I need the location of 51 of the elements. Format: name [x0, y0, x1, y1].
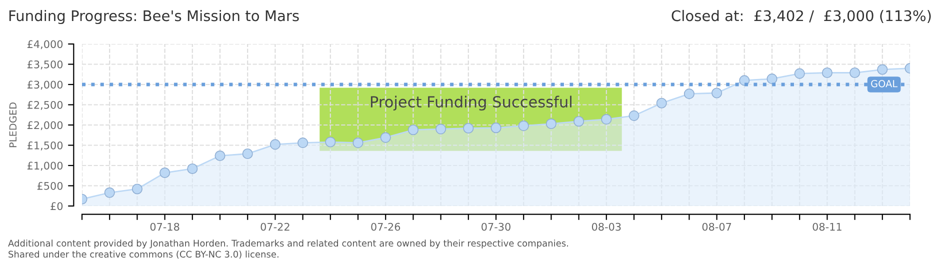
point — [628, 110, 640, 121]
point — [712, 88, 722, 98]
y-tick-label: £2,500 — [27, 100, 63, 110]
y-tick-label: £3,000 — [27, 80, 63, 90]
chart-title: Funding Progress: Bee's Mission to Mars — [9, 10, 299, 24]
point — [408, 124, 418, 136]
chart-subtitle: Closed at: £3,402 / £3,000 (113%) — [672, 10, 931, 23]
point — [850, 67, 860, 78]
x-tick-label: 08-03 — [592, 222, 621, 231]
x-tick-label: 08-11 — [812, 222, 842, 231]
x-tick-label: 08-07 — [702, 222, 732, 231]
point — [574, 116, 584, 127]
x-tick-label: 07-18 — [150, 222, 180, 231]
y-tick-label: £4,000 — [27, 40, 63, 50]
y-axis-title: PLEDGED — [9, 102, 17, 148]
y-tick-label: £1,500 — [27, 141, 63, 150]
y-tick-label: £500 — [37, 182, 63, 190]
point — [794, 68, 805, 79]
point — [214, 150, 226, 162]
point — [656, 98, 667, 108]
y-tick-label: £1,000 — [27, 162, 63, 171]
point — [325, 136, 336, 148]
point — [187, 163, 198, 174]
point — [104, 187, 115, 198]
y-tick-label: £0 — [50, 202, 63, 210]
point — [822, 67, 832, 78]
point — [270, 139, 280, 150]
point — [352, 138, 364, 148]
point — [766, 74, 778, 84]
x-tick-label: 07-30 — [482, 222, 510, 231]
x-tick-label: 07-22 — [260, 222, 290, 231]
point — [546, 118, 556, 130]
point — [132, 184, 142, 194]
y-tick-label: £2,000 — [27, 121, 63, 130]
ref-line-label: GOAL — [871, 80, 898, 88]
y-tick-label: £3,500 — [27, 60, 63, 70]
point — [739, 75, 750, 86]
point — [298, 138, 308, 148]
point — [242, 148, 253, 160]
x-tick-label: 07-26 — [371, 222, 400, 231]
point — [463, 122, 474, 134]
point — [436, 124, 446, 134]
point — [518, 120, 529, 132]
point — [601, 114, 612, 125]
point — [490, 122, 502, 134]
text: Shared under the creative commons (CC BY-NC 3.0) license. — [8, 250, 278, 259]
text: Additional content provided by Jonathan Horden. Trademarks and related content are owned by their respective companies. — [8, 240, 568, 248]
point — [684, 88, 694, 100]
point — [877, 64, 888, 75]
point — [380, 132, 391, 143]
point — [160, 168, 170, 178]
